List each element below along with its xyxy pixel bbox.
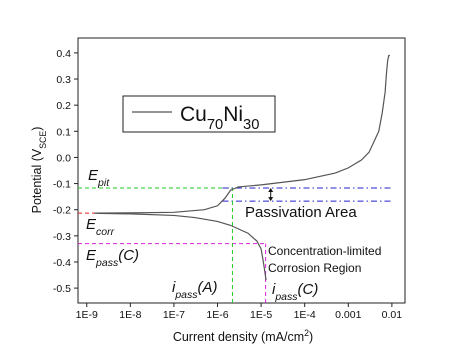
legend-label-part: Cu bbox=[180, 103, 207, 126]
annotation: ipass(A) bbox=[172, 279, 218, 301]
annotation-part: Passivation Area bbox=[245, 204, 357, 221]
x-tick-label: 1E-7 bbox=[163, 309, 185, 321]
y-tick-label: 0.0 bbox=[56, 152, 71, 164]
y-axis-label-part: Potential (V bbox=[30, 148, 44, 213]
y-tick-label: -0.4 bbox=[53, 257, 71, 269]
annotation: Concentration-limited bbox=[268, 244, 381, 258]
arrow-head bbox=[268, 197, 274, 202]
annotation-part: (C) bbox=[118, 247, 139, 264]
annotation: Passivation Area bbox=[245, 204, 357, 221]
y-tick-label: 0.2 bbox=[56, 100, 71, 112]
annotation-part: pass bbox=[174, 289, 198, 301]
x-axis-label-part: Current density (mA/cm bbox=[173, 330, 304, 344]
y-tick-label: 0.3 bbox=[56, 74, 71, 86]
y-tick-label: 0.1 bbox=[56, 126, 71, 138]
legend-label-part: 30 bbox=[243, 117, 259, 133]
y-tick-label: -0.3 bbox=[53, 231, 71, 243]
annotation-part: E bbox=[88, 167, 99, 184]
y-axis-label-part: SCE bbox=[38, 131, 48, 149]
x-tick-label: 1E-9 bbox=[76, 309, 98, 321]
x-tick-label: 0.001 bbox=[335, 309, 361, 321]
annotation-part: E bbox=[86, 247, 97, 264]
legend-label-part: 70 bbox=[207, 117, 223, 133]
annotation-part: corr bbox=[96, 226, 115, 238]
x-tick-label: 1E-4 bbox=[294, 309, 316, 321]
annotation-part: pass bbox=[274, 291, 298, 303]
annotation-part: pit bbox=[97, 177, 110, 189]
x-tick-label: 1E-6 bbox=[206, 309, 228, 321]
x-axis-label-part: ) bbox=[309, 330, 313, 344]
y-tick-label: 0.4 bbox=[56, 48, 71, 60]
legend-box bbox=[122, 95, 276, 133]
annotation: Corrosion Region bbox=[268, 261, 361, 275]
annotation-part: (A) bbox=[198, 279, 218, 296]
y-axis-label-part: ) bbox=[30, 127, 44, 131]
x-tick-label: 1E-8 bbox=[119, 309, 141, 321]
y-tick-label: -0.1 bbox=[53, 179, 71, 191]
annotation-part: pass bbox=[95, 257, 119, 269]
y-axis-label: Potential (VSCE) bbox=[30, 127, 48, 214]
annotation-part: E bbox=[86, 216, 97, 233]
x-tick-label: 1E-5 bbox=[250, 309, 272, 321]
annotation: ipass(C) bbox=[272, 281, 318, 303]
arrow-head bbox=[268, 188, 274, 193]
annotation: Ecorr bbox=[86, 216, 115, 238]
x-tick-label: 0.01 bbox=[382, 309, 403, 321]
annotation-part: (C) bbox=[298, 281, 319, 298]
x-axis-label-part: 2 bbox=[304, 328, 309, 338]
annotation-part: Corrosion Region bbox=[268, 261, 361, 275]
legend-label-part: Ni bbox=[223, 103, 243, 126]
annotation-part: i bbox=[172, 279, 176, 296]
y-tick-label: -0.5 bbox=[53, 283, 71, 295]
data-line bbox=[94, 54, 390, 281]
annotation: Epit bbox=[88, 167, 110, 189]
y-tick-label: -0.2 bbox=[53, 205, 71, 217]
x-axis-label: Current density (mA/cm2) bbox=[173, 328, 313, 344]
annotation: Epass(C) bbox=[86, 247, 139, 269]
annotation-part: Concentration-limited bbox=[268, 244, 381, 258]
annotation-part: i bbox=[272, 281, 276, 298]
plot-frame bbox=[77, 37, 406, 304]
legend-label: Cu70Ni30 bbox=[180, 103, 259, 133]
